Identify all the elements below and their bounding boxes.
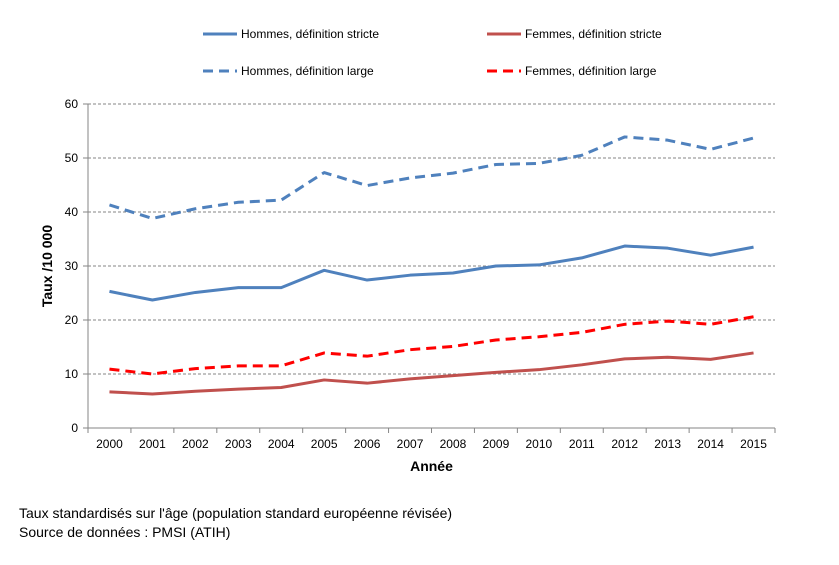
x-tick-label: 2008 <box>440 437 467 451</box>
x-tick-label: 2012 <box>611 437 638 451</box>
y-axis-title: Taux /10 000 <box>39 225 55 307</box>
x-tick-label: 2005 <box>311 437 338 451</box>
x-tick-label: 2007 <box>397 437 424 451</box>
x-tick-label: 2004 <box>268 437 295 451</box>
x-tick-label: 2001 <box>139 437 166 451</box>
series-line <box>109 315 754 376</box>
y-tick-label: 40 <box>65 205 79 219</box>
y-tick-label: 30 <box>65 259 79 273</box>
x-tick-label: 2015 <box>740 437 767 451</box>
legend-label: Hommes, définition stricte <box>241 27 379 41</box>
series-line <box>109 351 754 396</box>
y-tick-label: 50 <box>65 151 79 165</box>
x-tick-label: 2011 <box>569 437 595 451</box>
x-axis-title: Année <box>410 458 453 474</box>
x-tick-label: 2010 <box>525 437 552 451</box>
x-tick-label: 2006 <box>354 437 381 451</box>
y-tick-label: 10 <box>65 367 79 381</box>
series-line <box>109 244 754 302</box>
x-tick-label: 2014 <box>697 437 724 451</box>
x-tick-label: 2000 <box>96 437 123 451</box>
x-tick-label: 2013 <box>654 437 681 451</box>
note-standardization: Taux standardisés sur l'âge (population … <box>19 505 453 521</box>
series-line <box>109 135 754 220</box>
y-tick-label: 20 <box>65 313 79 327</box>
x-tick-label: 2003 <box>225 437 252 451</box>
note-source: Source de données : PMSI (ATIH) <box>19 524 231 540</box>
legend-label: Hommes, définition large <box>241 64 374 78</box>
legend-label: Femmes, définition stricte <box>525 27 662 41</box>
y-tick-label: 0 <box>71 421 78 435</box>
x-tick-label: 2009 <box>483 437 510 451</box>
y-tick-label: 60 <box>65 97 79 111</box>
legend-label: Femmes, définition large <box>525 64 657 78</box>
x-tick-label: 2002 <box>182 437 209 451</box>
